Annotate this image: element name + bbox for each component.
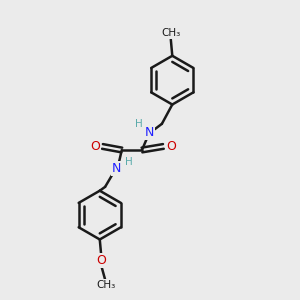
Text: O: O	[96, 254, 106, 267]
Text: CH₃: CH₃	[161, 28, 180, 38]
Text: N: N	[112, 162, 121, 175]
Text: O: O	[166, 140, 176, 153]
Text: H: H	[125, 157, 133, 167]
Text: H: H	[135, 119, 143, 129]
Text: O: O	[90, 140, 100, 153]
Text: CH₃: CH₃	[97, 280, 116, 290]
Text: N: N	[145, 126, 154, 139]
